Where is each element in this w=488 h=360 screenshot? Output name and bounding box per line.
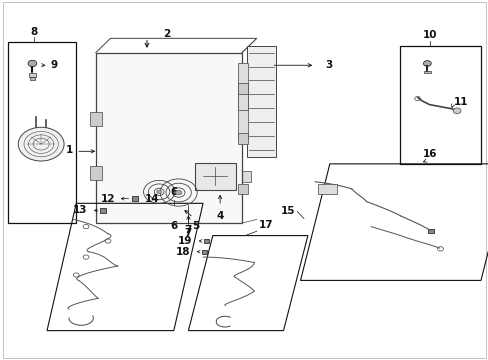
Bar — [238, 63, 248, 110]
Text: 10: 10 — [422, 30, 436, 40]
Bar — [238, 83, 247, 94]
Bar — [238, 134, 247, 144]
Text: 7: 7 — [184, 225, 192, 235]
Circle shape — [28, 60, 37, 67]
Bar — [238, 184, 247, 194]
Circle shape — [423, 60, 430, 66]
Bar — [427, 229, 433, 233]
Bar — [317, 184, 336, 194]
Bar — [194, 163, 236, 190]
Bar — [238, 92, 248, 139]
Text: 4: 4 — [216, 211, 224, 221]
Bar — [423, 71, 430, 73]
Text: 14: 14 — [144, 194, 159, 204]
Text: 18: 18 — [176, 247, 190, 257]
Text: 2: 2 — [163, 29, 170, 39]
Text: 5: 5 — [192, 221, 199, 231]
Text: 13: 13 — [73, 206, 87, 216]
Bar — [90, 166, 102, 180]
Bar — [236, 171, 250, 182]
Bar — [201, 249, 207, 254]
Text: 16: 16 — [422, 149, 436, 159]
Circle shape — [18, 127, 64, 161]
Circle shape — [452, 108, 460, 114]
Bar — [30, 77, 35, 80]
Text: 3: 3 — [325, 60, 331, 70]
Text: 6: 6 — [170, 187, 177, 197]
Bar — [132, 197, 138, 201]
Text: 12: 12 — [101, 194, 115, 204]
Text: 8: 8 — [30, 27, 38, 37]
Text: 17: 17 — [259, 220, 273, 230]
Bar — [100, 208, 106, 213]
Bar — [399, 45, 480, 164]
Text: 6: 6 — [170, 221, 177, 231]
Text: 7: 7 — [184, 228, 192, 238]
Bar — [96, 53, 242, 223]
Text: 1: 1 — [65, 144, 73, 154]
Bar — [8, 42, 76, 223]
Bar — [90, 112, 102, 126]
Circle shape — [175, 190, 182, 195]
Bar — [203, 239, 209, 243]
Text: 15: 15 — [281, 206, 295, 216]
Circle shape — [157, 190, 161, 194]
Text: 11: 11 — [453, 97, 468, 107]
Text: 19: 19 — [178, 236, 192, 246]
Text: 9: 9 — [50, 60, 58, 70]
Bar — [246, 45, 276, 157]
Bar — [29, 73, 36, 77]
